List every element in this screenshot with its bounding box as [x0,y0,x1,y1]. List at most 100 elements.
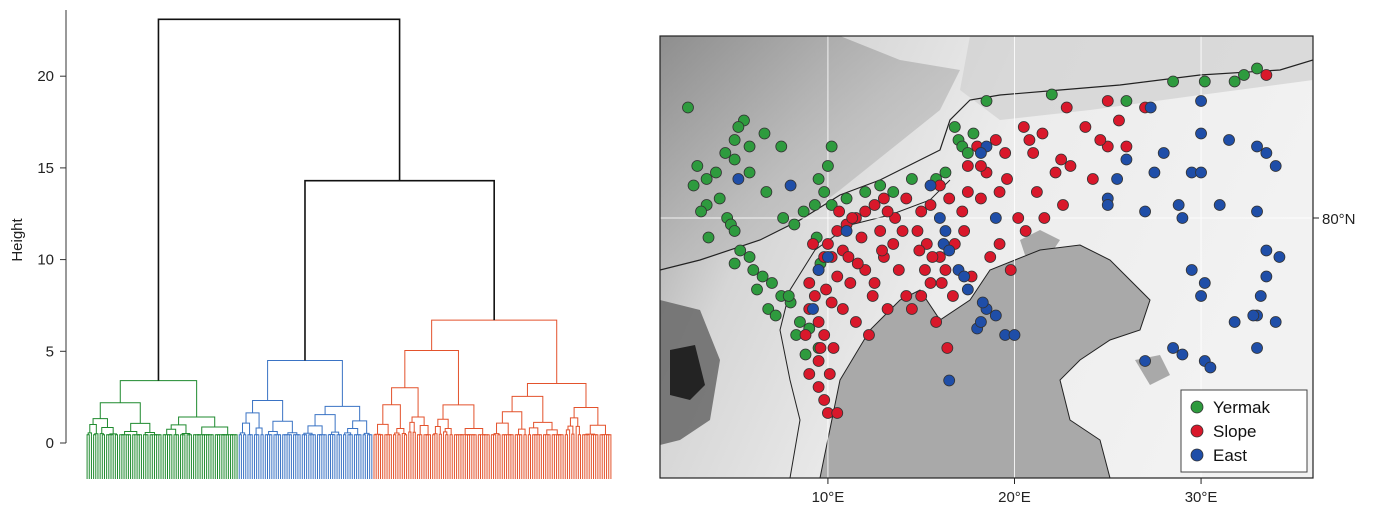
link [431,319,558,384]
link [362,434,366,437]
link [106,434,110,437]
point-yermak [743,251,756,263]
link [86,434,90,437]
point-yermak [808,199,821,211]
link [401,432,407,437]
link [546,429,558,435]
link [253,434,258,437]
link [201,426,229,435]
legend-swatch [1190,424,1204,438]
point-slope [896,225,909,237]
dendrogram-chart: 0 5 10 15 20 Height [9,10,612,479]
point-slope [1017,121,1030,133]
point-east [1251,342,1263,354]
point-east [822,251,834,263]
link [404,349,459,405]
link [573,406,599,426]
point-slope [881,303,894,315]
link [273,434,277,437]
point-slope [941,342,954,354]
point-slope [859,264,872,276]
point-east [1195,127,1207,140]
link [272,420,293,433]
map-legend: Yermak Slope East [1180,389,1308,473]
point-yermak [702,231,715,244]
point-slope [855,231,868,244]
point-slope [803,277,816,289]
point-slope [1055,153,1068,166]
point-east [1247,309,1260,322]
point-slope [939,264,952,276]
point-east [976,296,989,309]
link [496,422,509,435]
point-east [989,309,1002,322]
point-slope [1060,101,1073,114]
point-slope [1057,199,1069,211]
point-yermak [961,147,974,159]
point-yermak [713,192,726,205]
link [571,433,575,437]
point-slope [812,316,825,328]
point-yermak [905,173,918,185]
point-east [943,374,956,387]
point-slope [823,368,836,380]
point-slope [808,290,821,302]
legend-label: Slope [1213,422,1256,441]
point-slope [827,342,840,354]
point-slope [842,251,855,263]
point-east [784,179,797,192]
point-yermak [799,348,812,361]
point-slope [818,329,831,341]
point-slope [1023,134,1036,146]
link [186,434,190,437]
link [180,434,184,437]
point-yermak [794,316,806,328]
link [377,423,389,435]
point-slope [846,212,859,224]
y-tick-label: 10 [37,252,54,269]
point-slope [958,225,971,237]
point-slope [877,192,890,205]
point-slope [911,225,924,237]
point-yermak [728,153,741,166]
link [338,434,342,437]
link [114,434,119,437]
link [453,434,458,437]
point-yermak [887,186,900,198]
point-slope [807,238,819,250]
point-slope [993,186,1006,198]
point-yermak [788,218,801,231]
point-yermak [939,166,952,179]
link [419,424,429,435]
point-slope [1001,173,1013,185]
legend-swatch [1190,400,1204,414]
link [353,434,358,437]
point-slope [935,277,948,289]
point-slope [930,316,943,328]
link [464,427,484,435]
point-slope [822,238,834,250]
point-yermak [980,95,993,107]
point-yermak [822,160,834,172]
point-east [1269,160,1282,172]
link [303,432,313,435]
link [425,434,432,437]
link [332,434,336,437]
point-yermak [1238,69,1250,81]
link [301,434,306,437]
link [245,412,260,428]
point-slope [863,329,875,341]
link [358,434,362,437]
point-slope [836,303,849,315]
point-slope [814,342,827,354]
point-yermak [700,173,713,185]
link [260,434,264,437]
point-yermak [1120,95,1133,107]
link [437,418,449,429]
link [144,432,155,435]
map-points [682,62,1286,419]
point-east [1111,173,1124,185]
link [366,434,371,437]
point-yermak [760,186,773,198]
y-tick-label: 15 [37,160,54,177]
